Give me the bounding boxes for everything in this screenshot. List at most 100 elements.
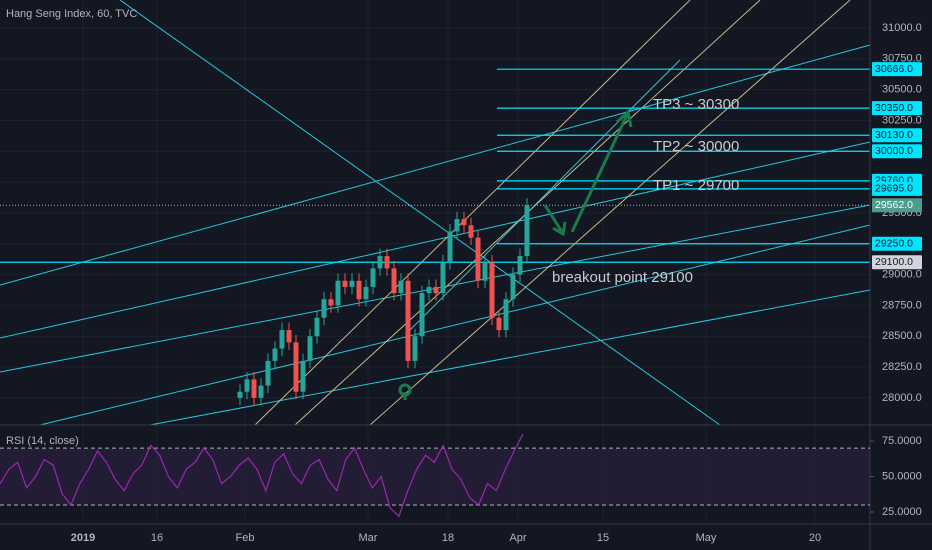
candle-body: [524, 205, 530, 257]
candle-body: [489, 262, 495, 318]
candle-body: [286, 330, 292, 343]
channel-line: [369, 0, 851, 426]
arrow-head: [552, 221, 567, 237]
candle-body: [391, 268, 397, 294]
last-price-badge: [872, 198, 922, 213]
rsi-band-fill: [0, 449, 870, 505]
candle-body: [314, 317, 320, 337]
rsi-tick-label: 25.0000: [882, 506, 922, 518]
x-tick-label: Feb: [236, 532, 255, 544]
candle-body: [475, 237, 481, 281]
y-tick-label: 28000.0: [882, 392, 922, 404]
candle-body: [342, 280, 348, 287]
candle-body: [468, 225, 474, 238]
channel-line: [254, 0, 691, 426]
price-badge-label: 30350.0: [875, 102, 913, 114]
candle-body: [251, 379, 257, 398]
price-badge: [872, 128, 922, 143]
y-tick-label: 30500.0: [882, 84, 922, 96]
candle-body: [370, 268, 376, 287]
marker: [398, 383, 412, 400]
price-badge-label: 30666.0: [875, 63, 913, 75]
annotation: breakout point 29100: [552, 269, 693, 286]
price-badge: [872, 236, 922, 251]
levels: [0, 68, 870, 263]
price-badge-label: 29250.0: [875, 238, 913, 250]
candle-body: [384, 256, 390, 269]
candle-body: [482, 262, 488, 281]
y-tick-label: 28500.0: [882, 330, 922, 342]
y-tick-label: 28250.0: [882, 361, 922, 373]
y-tick-label: 31000.0: [882, 22, 922, 34]
price-badge: [872, 255, 922, 270]
x-tick-label: 16: [151, 532, 163, 544]
x-tick-label: 18: [442, 532, 454, 544]
trend-line: [0, 44, 871, 286]
arrows: [398, 109, 633, 400]
rsi-tick-label: 75.0000: [882, 435, 922, 447]
y-tick-label: 30750.0: [882, 53, 922, 65]
rsi-pane: [0, 433, 874, 518]
candle-body: [398, 280, 404, 294]
trend-line: [149, 289, 871, 426]
candle-body: [307, 336, 313, 361]
candle-body: [356, 280, 362, 300]
candle-body: [461, 219, 467, 226]
price-badge-label: 29695.0: [875, 183, 913, 195]
chart-title: Hang Seng Index, 60, TVC: [6, 8, 137, 20]
price-badge: [872, 181, 922, 196]
candle-body: [335, 280, 341, 306]
price-badge: [872, 101, 922, 116]
trend-line: [0, 141, 871, 339]
price-badge-label: 30000.0: [875, 145, 913, 157]
rsi-title: RSI (14, close): [6, 435, 79, 447]
annotation: TP1 ~ 29700: [653, 177, 739, 194]
arrow: [543, 204, 564, 233]
trend-line: [39, 224, 871, 426]
candle-body: [412, 336, 418, 361]
x-tick-label: 15: [597, 532, 609, 544]
candle-body: [517, 256, 523, 275]
price-badge-label: 29100.0: [875, 256, 913, 268]
axes: 28000.0 28250.0 28500.0 28750.0 29000.0 29250…: [71, 22, 922, 544]
candle-body: [440, 262, 446, 294]
y-tick-label: 30250.0: [882, 114, 922, 126]
last-price-label: 29562.0: [875, 199, 913, 211]
y-tick-label: 28750.0: [882, 299, 922, 311]
x-tick-label: 2019: [71, 532, 95, 544]
candle-body: [419, 293, 425, 337]
candle-body: [405, 280, 411, 361]
rsi-tick-label: 50.0000: [882, 470, 922, 482]
arrow: [570, 114, 629, 233]
candle-body: [447, 231, 453, 263]
x-tick-label: May: [696, 532, 717, 544]
x-tick-label: 20: [809, 532, 821, 544]
y-tick-label: 29000.0: [882, 268, 922, 280]
candle-body: [349, 280, 355, 287]
candle-body: [363, 286, 369, 300]
candle-body: [454, 219, 460, 232]
candle-body: [293, 342, 299, 392]
x-tick-label: Apr: [509, 532, 526, 544]
channel-line: [409, 59, 681, 331]
candle-body: [279, 330, 285, 349]
price-badge: [872, 62, 922, 77]
candle-body: [265, 360, 271, 386]
candle-body: [433, 286, 439, 294]
price-badge-label: 30130.0: [875, 129, 913, 141]
candle-body: [426, 286, 432, 294]
candle-body: [328, 299, 334, 306]
candles: [237, 198, 530, 406]
price-badge: [872, 144, 922, 159]
candle-body: [321, 299, 327, 318]
candle-body: [258, 385, 264, 398]
candle-body: [377, 256, 383, 269]
rsi-line: [0, 433, 524, 518]
candle-body: [300, 360, 306, 392]
arrow-head: [615, 109, 633, 128]
candle-body: [503, 299, 509, 331]
candle-body: [244, 379, 250, 392]
x-tick-label: Mar: [359, 532, 378, 544]
candle-body: [237, 391, 243, 398]
annotation: TP2 ~ 30000: [653, 138, 739, 155]
